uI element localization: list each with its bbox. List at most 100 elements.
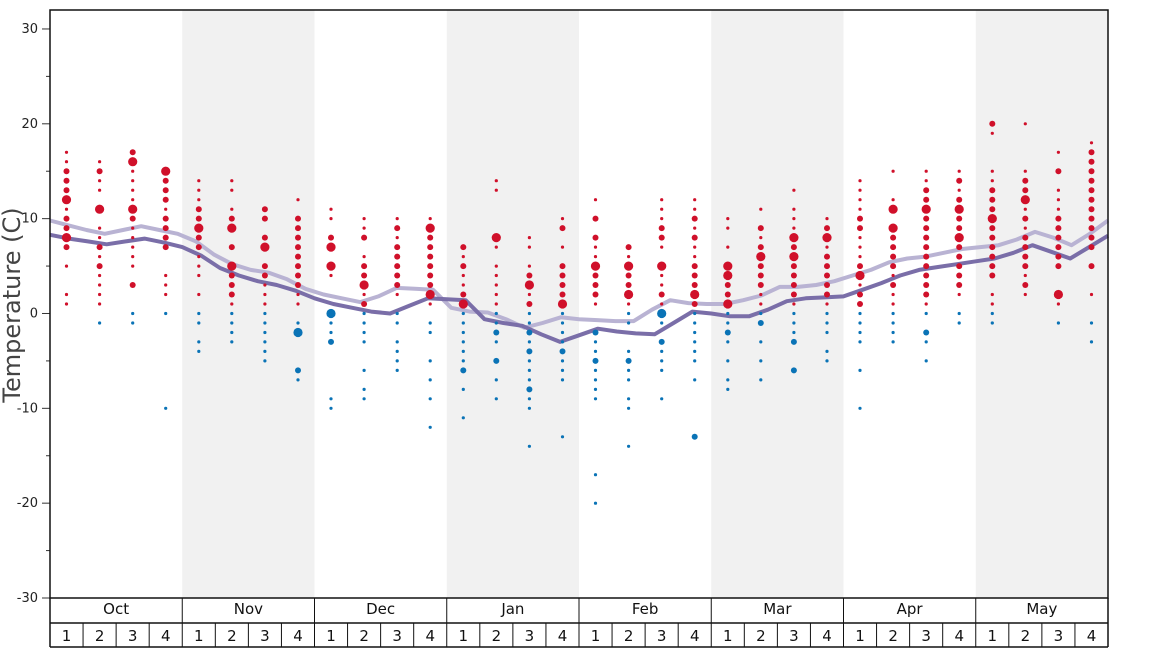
cold-temperature-dot [395, 321, 399, 325]
warm-temperature-dot [723, 270, 733, 281]
cold-temperature-dot [494, 340, 498, 344]
cold-temperature-dot [957, 321, 961, 325]
warm-temperature-dot [98, 236, 102, 240]
cold-temperature-dot [593, 473, 598, 477]
month-shade-may [975, 10, 1108, 598]
warm-temperature-dot [63, 187, 70, 194]
warm-temperature-dot [195, 244, 202, 251]
warm-temperature-dot [660, 245, 664, 249]
cold-temperature-dot [726, 321, 730, 325]
warm-temperature-dot [261, 272, 268, 279]
warm-temperature-dot [524, 280, 535, 290]
cold-temperature-dot [460, 367, 467, 374]
warm-temperature-dot [923, 244, 930, 251]
warm-temperature-dot [64, 264, 69, 268]
cold-temperature-dot [858, 368, 862, 372]
warm-temperature-dot [197, 198, 201, 202]
warm-temperature-dot [96, 168, 103, 175]
warm-temperature-dot [98, 283, 102, 287]
warm-temperature-dot [956, 253, 963, 260]
warm-temperature-dot [789, 233, 799, 243]
warm-temperature-dot [1055, 244, 1062, 251]
warm-temperature-dot [888, 223, 898, 233]
warm-temperature-dot [329, 217, 333, 221]
warm-temperature-dot [428, 217, 432, 221]
cold-temperature-dot [825, 359, 829, 363]
warm-temperature-dot [197, 255, 201, 259]
month-shade-nov [182, 10, 315, 598]
warm-temperature-dot [64, 302, 69, 306]
warm-temperature-dot [923, 234, 930, 241]
cold-temperature-dot [891, 321, 895, 325]
month-label-may: May [1026, 600, 1057, 618]
warm-temperature-dot [261, 234, 268, 241]
warm-temperature-dot [1056, 207, 1060, 211]
warm-temperature-dot [559, 282, 566, 288]
warm-temperature-dot [990, 131, 994, 135]
warm-temperature-dot [857, 263, 863, 270]
cold-temperature-dot [924, 311, 928, 316]
cold-temperature-dot [131, 311, 135, 316]
warm-temperature-dot [924, 169, 928, 173]
warm-temperature-dot [756, 252, 766, 262]
warm-temperature-dot [822, 233, 832, 243]
y-tick-label: -20 [17, 496, 38, 511]
cold-temperature-dot [494, 378, 498, 382]
warm-temperature-dot [660, 273, 664, 278]
cold-temperature-dot [362, 397, 366, 401]
warm-temperature-dot [989, 120, 996, 127]
warm-temperature-dot [461, 283, 465, 287]
cold-temperature-dot [627, 321, 631, 325]
warm-temperature-dot [1023, 122, 1027, 126]
warm-temperature-dot [658, 291, 665, 298]
warm-temperature-dot [690, 289, 700, 300]
warm-temperature-dot [923, 253, 930, 260]
warm-temperature-dot [427, 282, 434, 288]
week-label: 1 [723, 627, 733, 645]
warm-temperature-dot [494, 292, 498, 297]
cold-temperature-dot [593, 397, 598, 401]
warm-temperature-dot [263, 292, 267, 297]
cold-temperature-dot [362, 330, 366, 335]
warm-temperature-dot [792, 217, 796, 221]
cold-temperature-dot [526, 386, 533, 393]
cold-temperature-dot [792, 330, 796, 335]
cold-temperature-dot [527, 444, 532, 448]
warm-temperature-dot [924, 302, 928, 306]
week-label: 4 [690, 627, 700, 645]
warm-temperature-dot [923, 196, 930, 203]
warm-temperature-dot [590, 261, 601, 271]
warm-temperature-dot [1022, 263, 1029, 270]
warm-temperature-dot [987, 214, 997, 224]
warm-temperature-dot [1055, 253, 1062, 260]
week-label: 3 [921, 627, 931, 645]
warm-temperature-dot [98, 302, 102, 306]
warm-temperature-dot [296, 198, 300, 202]
warm-temperature-dot [1022, 215, 1029, 222]
warm-temperature-dot [195, 234, 202, 241]
week-label: 1 [62, 627, 72, 645]
cold-temperature-dot [560, 330, 565, 335]
week-label: 4 [1087, 627, 1097, 645]
cold-temperature-dot [296, 378, 300, 382]
warm-temperature-dot [494, 273, 498, 278]
warm-temperature-dot [693, 226, 697, 230]
cold-temperature-dot [858, 406, 862, 410]
cold-temperature-dot [395, 340, 399, 344]
warm-temperature-dot [825, 217, 829, 221]
warm-temperature-dot [888, 204, 898, 214]
warm-temperature-dot [923, 187, 930, 194]
warm-temperature-dot [990, 302, 994, 306]
warm-temperature-dot [296, 302, 300, 306]
cold-temperature-dot [329, 406, 333, 410]
warm-temperature-dot [131, 236, 135, 240]
month-label-oct: Oct [103, 600, 129, 618]
warm-temperature-dot [295, 263, 301, 270]
warm-temperature-dot [260, 242, 270, 252]
warm-temperature-dot [427, 244, 434, 251]
cold-temperature-dot [693, 330, 697, 335]
week-label: 1 [326, 627, 336, 645]
warm-temperature-dot [660, 283, 664, 287]
cold-temperature-dot [560, 435, 565, 439]
cold-temperature-dot [527, 368, 532, 372]
